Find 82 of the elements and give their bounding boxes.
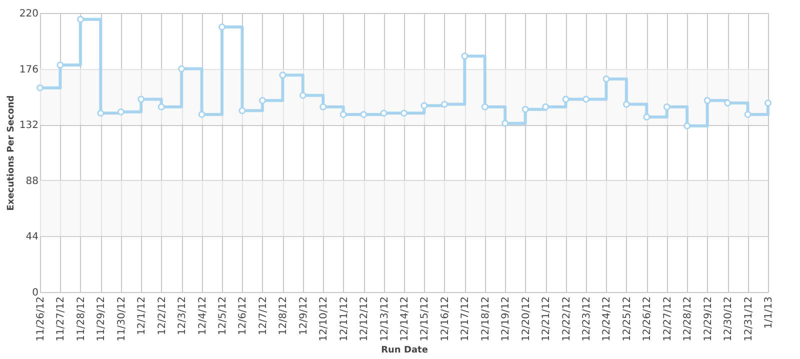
x-tick-label: 12/30/12 — [723, 296, 734, 342]
x-tick-label: 12/12/12 — [359, 296, 370, 342]
x-tick-label: 12/7/12 — [258, 296, 269, 336]
x-tick-label: 12/14/12 — [400, 296, 410, 342]
y-tick-label: 220 — [19, 8, 38, 20]
x-axis-title: Run Date — [381, 345, 428, 356]
point — [562, 96, 570, 103]
x-tick-label: 12/29/12 — [702, 296, 714, 342]
point — [279, 72, 286, 79]
x-tick-label: 12/20/12 — [520, 296, 532, 342]
x-tick-label: 11/28/12 — [76, 296, 87, 342]
x-tick-label: 12/5/12 — [218, 296, 228, 336]
point — [178, 65, 186, 72]
y-tick-label: 88 — [26, 176, 38, 187]
point — [420, 102, 428, 110]
x-tick-label: 12/22/12 — [561, 296, 572, 342]
x-tick-label: 11/29/12 — [96, 296, 108, 342]
y-tick-label: 44 — [26, 232, 38, 243]
x-tick-label: 12/19/12 — [500, 296, 512, 342]
point — [380, 110, 388, 117]
y-tick-label: 176 — [19, 64, 38, 76]
x-tick-label: 12/2/12 — [156, 296, 168, 336]
x-tick-label: 12/21/12 — [541, 296, 552, 342]
x-tick-label: 12/23/12 — [582, 296, 592, 342]
x-tick-label: 12/13/12 — [379, 296, 390, 342]
x-tick-label: 12/17/12 — [460, 296, 472, 342]
x-tick-label: 12/27/12 — [662, 296, 674, 342]
point — [138, 96, 145, 103]
y-axis-title: Executions Per Second — [6, 95, 16, 211]
x-tick-label: 12/25/12 — [622, 296, 633, 342]
point — [481, 103, 488, 110]
x-tick-label: 12/6/12 — [238, 296, 249, 336]
point — [764, 100, 772, 107]
point — [36, 84, 44, 92]
point — [158, 103, 165, 110]
y-tick-label: 0 — [32, 288, 38, 298]
x-tick-label: 12/3/12 — [177, 296, 188, 336]
y-tick-label: 132 — [19, 120, 38, 132]
point — [602, 75, 610, 82]
x-tick-label: 12/9/12 — [298, 296, 310, 336]
point — [724, 100, 732, 107]
point — [76, 16, 84, 23]
point — [299, 92, 306, 99]
point — [320, 103, 327, 110]
x-tick-label: 12/24/12 — [602, 296, 613, 342]
point — [360, 110, 368, 118]
x-tick-label: 12/10/12 — [318, 296, 330, 342]
x-tick-label: 12/18/12 — [480, 296, 492, 342]
x-tick-label: 12/8/12 — [278, 296, 290, 336]
x-tick-label: 12/31/12 — [743, 296, 754, 342]
point — [97, 110, 104, 117]
point — [502, 120, 509, 127]
point — [582, 96, 590, 103]
x-tick-label: 12/11/12 — [338, 296, 350, 342]
point — [542, 103, 550, 110]
point — [663, 103, 670, 110]
x-tick-label: 12/15/12 — [420, 296, 431, 342]
x-tick-label: 11/27/12 — [56, 296, 67, 342]
x-tick-label: 12/4/12 — [197, 296, 208, 336]
x-tick-label: 12/16/12 — [440, 296, 451, 342]
point — [704, 97, 711, 104]
point — [400, 110, 408, 117]
x-tick-label: 12/26/12 — [642, 296, 654, 342]
point — [238, 107, 246, 114]
point — [198, 110, 206, 118]
point — [684, 122, 691, 130]
point — [643, 114, 650, 120]
x-tick-label: 12/28/12 — [682, 296, 694, 342]
point — [56, 62, 64, 68]
point — [440, 100, 448, 108]
point — [218, 23, 226, 30]
x-tick-label: 11/30/12 — [116, 296, 128, 342]
point — [258, 97, 266, 104]
point — [117, 108, 124, 116]
point — [522, 106, 529, 113]
point — [340, 110, 347, 118]
x-tick-label: 11/26/12 — [36, 296, 46, 342]
x-tick-label: 12/1/12 — [136, 296, 148, 336]
point — [744, 110, 752, 118]
point — [622, 100, 630, 108]
x-tick-label: 1/1/13 — [764, 296, 774, 329]
point — [461, 52, 468, 60]
